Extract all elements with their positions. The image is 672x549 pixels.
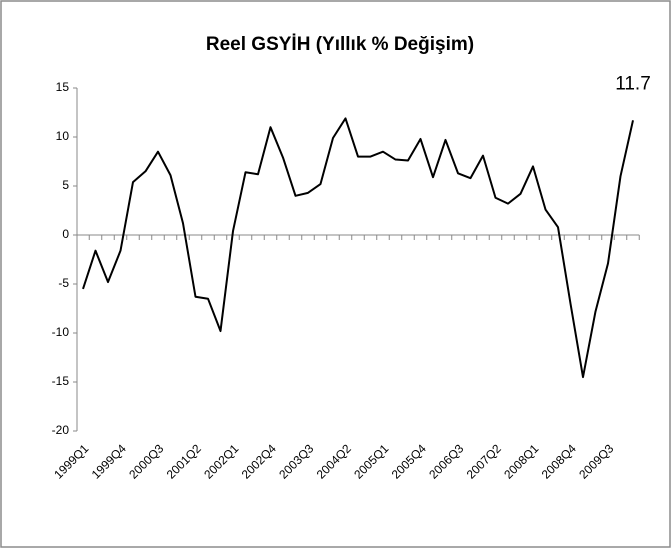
y-tick-label: 10 [56,129,70,143]
chart-title: Reel GSYİH (Yıllık % Değişim) [206,34,474,55]
y-tick-label: -20 [52,423,70,437]
data-line [82,117,634,379]
y-tick-label: 5 [62,178,69,192]
y-tick-label: 0 [62,227,69,241]
y-tick-label: -5 [58,276,69,290]
y-tick-label: -15 [52,374,70,388]
data-label: 11.7 [615,73,651,94]
y-tick-label: 15 [56,80,70,94]
y-tick-label: -10 [52,325,70,339]
